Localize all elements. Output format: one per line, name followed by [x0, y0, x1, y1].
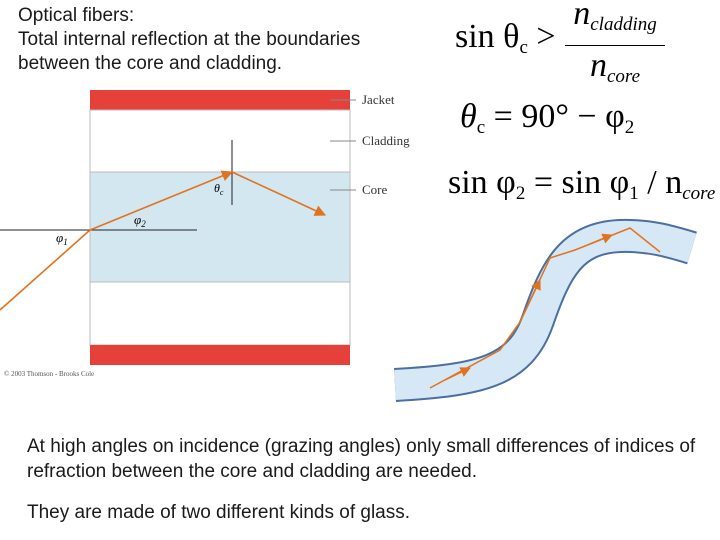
diagram: Jacket Cladding Core θc φ2 φ1 © 2003 Tho…	[0, 90, 697, 402]
credit: © 2003 Thomson - Brooks Cole	[4, 370, 94, 378]
cladding	[89, 109, 351, 173]
angle-label: φ1	[56, 230, 68, 247]
eq-text: = 90° − φ	[493, 98, 625, 135]
equation: θc = 90° − φ2	[460, 98, 634, 139]
fraction: ncladding ncore	[565, 0, 665, 97]
subscript: c	[220, 188, 224, 197]
symbol: φ	[56, 230, 63, 245]
label: Cladding	[362, 133, 410, 148]
subscript: 2	[141, 219, 146, 229]
subscript: 1	[63, 237, 68, 247]
eq-text: θ	[460, 98, 477, 135]
angle-label: θc	[214, 181, 224, 197]
paragraph: They are made of two different kinds of …	[27, 502, 411, 523]
jacket	[90, 90, 350, 110]
label: Jacket	[362, 92, 395, 107]
eq-text: n	[573, 0, 591, 32]
equation: sin φ2 = sin φ1 / ncore	[448, 164, 715, 205]
header-line: Optical fibers:	[18, 5, 135, 26]
jacket	[90, 345, 350, 365]
eq-text: sin θ	[455, 18, 520, 55]
subscript: 2	[624, 117, 635, 138]
ray	[0, 229, 91, 311]
eq-text: sin φ	[448, 164, 516, 201]
eq-text: n	[589, 47, 607, 84]
symbol: φ	[134, 212, 141, 227]
label: Core	[362, 182, 388, 197]
eq-text: / n	[647, 164, 683, 201]
paragraph: At high angles on incidence (grazing ang…	[27, 436, 696, 482]
eq-text: >	[536, 18, 556, 55]
header-line: Total internal reflection at the boundar…	[18, 29, 361, 50]
core	[89, 171, 351, 283]
ray	[231, 171, 327, 216]
curved-fiber	[394, 218, 697, 402]
header: Optical fibers: Total internal reflectio…	[18, 4, 360, 76]
angle-label: φ2	[134, 212, 146, 229]
subscript: c	[476, 117, 486, 138]
cladding	[89, 281, 351, 346]
ray	[89, 170, 234, 231]
header-line: between the core and cladding.	[18, 53, 283, 74]
equation: sin θc >	[455, 18, 556, 59]
subscript: 1	[629, 183, 639, 204]
eq-text: = sin φ	[533, 164, 630, 201]
subscript: core	[682, 183, 716, 204]
subscript: core	[606, 66, 641, 87]
fiber-section: Jacket Cladding Core θc φ2 φ1 © 2003 Tho…	[0, 90, 410, 378]
symbol: θ	[214, 181, 220, 195]
subscript: cladding	[590, 14, 657, 35]
subscript: c	[519, 37, 528, 58]
subscript: 2	[515, 183, 526, 204]
